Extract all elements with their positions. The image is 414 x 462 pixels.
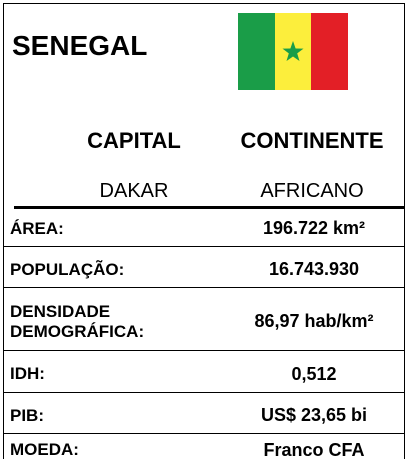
row-separator bbox=[4, 350, 404, 351]
divider bbox=[14, 206, 404, 209]
row-value: 86,97 hab/km² bbox=[254, 311, 374, 331]
row-label: POPULAÇÃO: bbox=[10, 259, 125, 279]
flag-star bbox=[282, 41, 304, 61]
row-value: 16.743.930 bbox=[268, 259, 360, 279]
continent-value: AFRICANO bbox=[260, 180, 364, 202]
card: SENEGAL CAPITAL CONTINENTE DAKAR AFRICAN… bbox=[3, 3, 405, 462]
table-row: MOEDA: Franco CFA bbox=[4, 434, 404, 462]
row-value: 196.722 km² bbox=[262, 218, 366, 238]
table-row: ÁREA: 196.722 km² bbox=[4, 206, 404, 247]
flag-red bbox=[311, 13, 348, 90]
country-title: SENEGAL bbox=[12, 30, 148, 61]
row-value: Franco CFA bbox=[263, 439, 365, 460]
row-separator bbox=[4, 433, 404, 434]
flag-green bbox=[238, 13, 275, 90]
row-label: IDH: bbox=[10, 364, 45, 383]
row-label: MOEDA: bbox=[10, 440, 79, 459]
table-row: DENSIDADE DEMOGRÁFICA: 86,97 hab/km² bbox=[4, 288, 404, 351]
table-row: PIB: US$ 23,65 bi bbox=[4, 393, 404, 434]
continent-header: CONTINENTE bbox=[240, 128, 384, 153]
table-row: IDH: 0,512 bbox=[4, 351, 404, 393]
row-label: ÁREA: bbox=[10, 218, 64, 238]
flag bbox=[238, 13, 348, 90]
row-label: DENSIDADE DEMOGRÁFICA: bbox=[10, 301, 145, 341]
row-separator bbox=[4, 392, 404, 393]
row-separator bbox=[4, 287, 404, 288]
row-value: 0,512 bbox=[291, 363, 337, 384]
row-value: US$ 23,65 bi bbox=[260, 405, 368, 425]
row-separator bbox=[4, 246, 404, 247]
table-row: POPULAÇÃO: 16.743.930 bbox=[4, 247, 404, 288]
capital-header: CAPITAL bbox=[87, 128, 181, 153]
capital-value: DAKAR bbox=[99, 180, 169, 202]
row-label: PIB: bbox=[10, 405, 44, 425]
